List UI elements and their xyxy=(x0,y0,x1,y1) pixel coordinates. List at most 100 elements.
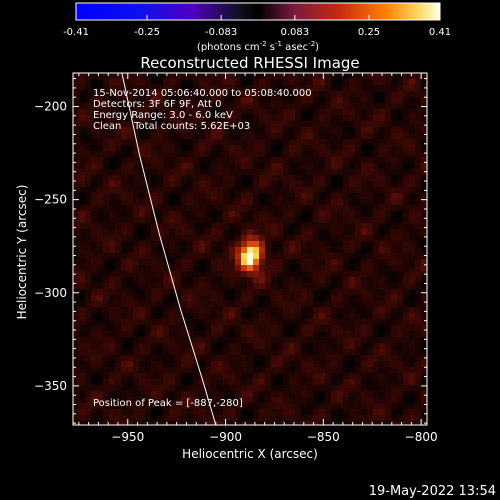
heatmap-cell xyxy=(151,97,158,104)
heatmap-cell xyxy=(373,301,380,308)
heatmap-cell xyxy=(253,283,260,290)
heatmap-cell xyxy=(301,85,308,92)
heatmap-cell xyxy=(325,73,332,80)
heatmap-cell xyxy=(157,385,164,392)
heatmap-cell xyxy=(247,373,254,380)
heatmap-cell xyxy=(193,247,200,254)
heatmap-cell xyxy=(97,349,104,356)
heatmap-cell xyxy=(343,181,350,188)
heatmap-cell xyxy=(283,415,290,422)
heatmap-cell xyxy=(199,223,206,230)
heatmap-cell xyxy=(367,349,374,356)
heatmap-cell xyxy=(73,301,80,308)
heatmap-cell xyxy=(97,127,104,134)
heatmap-cell xyxy=(115,385,122,392)
heatmap-cell xyxy=(145,355,152,362)
heatmap-cell xyxy=(241,103,248,110)
heatmap-cell xyxy=(229,199,236,206)
heatmap-cell xyxy=(349,157,356,164)
heatmap-cell xyxy=(313,409,320,416)
heatmap-cell xyxy=(217,319,224,326)
heatmap-cell xyxy=(175,205,182,212)
heatmap-cell xyxy=(145,217,152,224)
heatmap-cell xyxy=(403,337,410,344)
heatmap-cell xyxy=(163,397,170,404)
heatmap-cell xyxy=(169,121,176,128)
heatmap-cell xyxy=(253,145,260,152)
heatmap-cell xyxy=(187,415,194,422)
heatmap-cell xyxy=(145,385,152,392)
heatmap-cell xyxy=(289,115,296,122)
heatmap-cell xyxy=(337,247,344,254)
heatmap-cell xyxy=(151,253,158,260)
heatmap-cell xyxy=(355,163,362,170)
heatmap-cell xyxy=(157,133,164,140)
heatmap-cell xyxy=(271,217,278,224)
heatmap-cell xyxy=(133,205,140,212)
heatmap-cell xyxy=(379,343,386,350)
heatmap-cell xyxy=(163,259,170,266)
heatmap-cell xyxy=(319,325,326,332)
heatmap-cell xyxy=(397,253,404,260)
heatmap-cell xyxy=(193,85,200,92)
heatmap-cell xyxy=(145,109,152,116)
heatmap-cell xyxy=(409,283,416,290)
heatmap-cell xyxy=(391,247,398,254)
heatmap-cell xyxy=(229,325,236,332)
heatmap-cell xyxy=(115,265,122,272)
heatmap-cell xyxy=(391,319,398,326)
heatmap-cell xyxy=(307,319,314,326)
heatmap-cell xyxy=(223,409,230,416)
heatmap-cell xyxy=(133,337,140,344)
heatmap-cell xyxy=(391,205,398,212)
heatmap-cell xyxy=(133,217,140,224)
heatmap-cell xyxy=(103,403,110,410)
heatmap-cell xyxy=(103,163,110,170)
heatmap-cell xyxy=(367,85,374,92)
heatmap-cell xyxy=(127,271,134,278)
heatmap-cell xyxy=(295,199,302,206)
heatmap-cell xyxy=(247,133,254,140)
heatmap-cell xyxy=(313,205,320,212)
heatmap-cell xyxy=(91,199,98,206)
heatmap-cell xyxy=(193,379,200,386)
heatmap-cell xyxy=(307,139,314,146)
heatmap-cell xyxy=(85,109,92,116)
heatmap-cell xyxy=(199,79,206,86)
heatmap-cell xyxy=(139,211,146,218)
heatmap-cell xyxy=(97,217,104,224)
heatmap-cell xyxy=(247,235,254,242)
heatmap-cell xyxy=(91,271,98,278)
heatmap-cell xyxy=(193,397,200,404)
heatmap-cell xyxy=(241,295,248,302)
heatmap-cell xyxy=(169,253,176,260)
heatmap-cell xyxy=(361,307,368,314)
heatmap-cell xyxy=(355,391,362,398)
heatmap-cell xyxy=(85,391,92,398)
heatmap-cell xyxy=(271,403,278,410)
heatmap-cell xyxy=(421,367,427,374)
heatmap-cell xyxy=(79,367,86,374)
heatmap-cell xyxy=(367,289,374,296)
x-tick-label: −800 xyxy=(405,430,438,444)
heatmap-cell xyxy=(373,337,380,344)
heatmap-cell xyxy=(385,121,392,128)
heatmap-cell xyxy=(79,103,86,110)
heatmap-cell xyxy=(379,307,386,314)
heatmap-cell xyxy=(349,265,356,272)
heatmap-cell xyxy=(145,403,152,410)
heatmap-cell xyxy=(133,409,140,416)
heatmap-cell xyxy=(397,115,404,122)
heatmap-cell xyxy=(301,133,308,140)
x-axis-title: Heliocentric X (arcsec) xyxy=(182,447,318,461)
heatmap-cell xyxy=(313,289,320,296)
heatmap-cell xyxy=(271,79,278,86)
heatmap-cell xyxy=(271,145,278,152)
heatmap-cell xyxy=(367,247,374,254)
heatmap-cell xyxy=(337,283,344,290)
heatmap-cell xyxy=(373,181,380,188)
heatmap-cell xyxy=(145,253,152,260)
heatmap-cell xyxy=(133,91,140,98)
heatmap-cell xyxy=(103,415,110,422)
heatmap-cell xyxy=(361,235,368,242)
